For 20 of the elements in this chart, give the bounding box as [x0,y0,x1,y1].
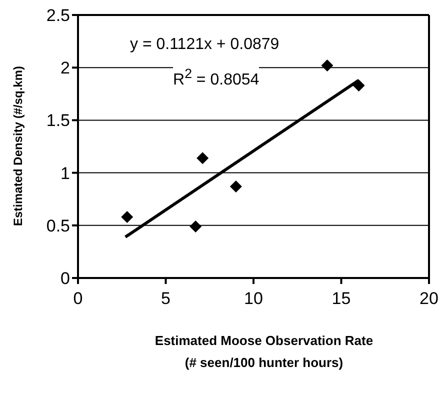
x-tick-label: 10 [244,289,263,308]
y-tick-label: 2 [60,58,70,78]
y-tick-label: 1.5 [46,111,70,130]
x-axis-title: Estimated Moose Observation Rate (# seen/100 hunter hours) [154,332,374,372]
point [121,210,134,223]
point [190,220,202,232]
y-tick-label: 1 [60,164,70,183]
annotation: R$^{2}$ = 0.8054 [173,66,260,90]
x-tick-label: 0 [73,289,83,308]
y-tick-label: 0.5 [46,216,70,236]
annotation: y = 0.1121x + 0.0879 [130,36,280,54]
point [196,152,209,164]
x-tick-label: 5 [161,289,170,308]
y-tick-label: 0 [60,269,70,288]
x-tick-label: 15 [332,289,351,308]
x-tick-label: 20 [420,289,438,308]
point [321,59,334,72]
y-axis-title: Estimated Density (#/sq.km) [11,66,25,226]
y-tick-label: 2.5 [46,6,70,26]
point [230,180,242,192]
